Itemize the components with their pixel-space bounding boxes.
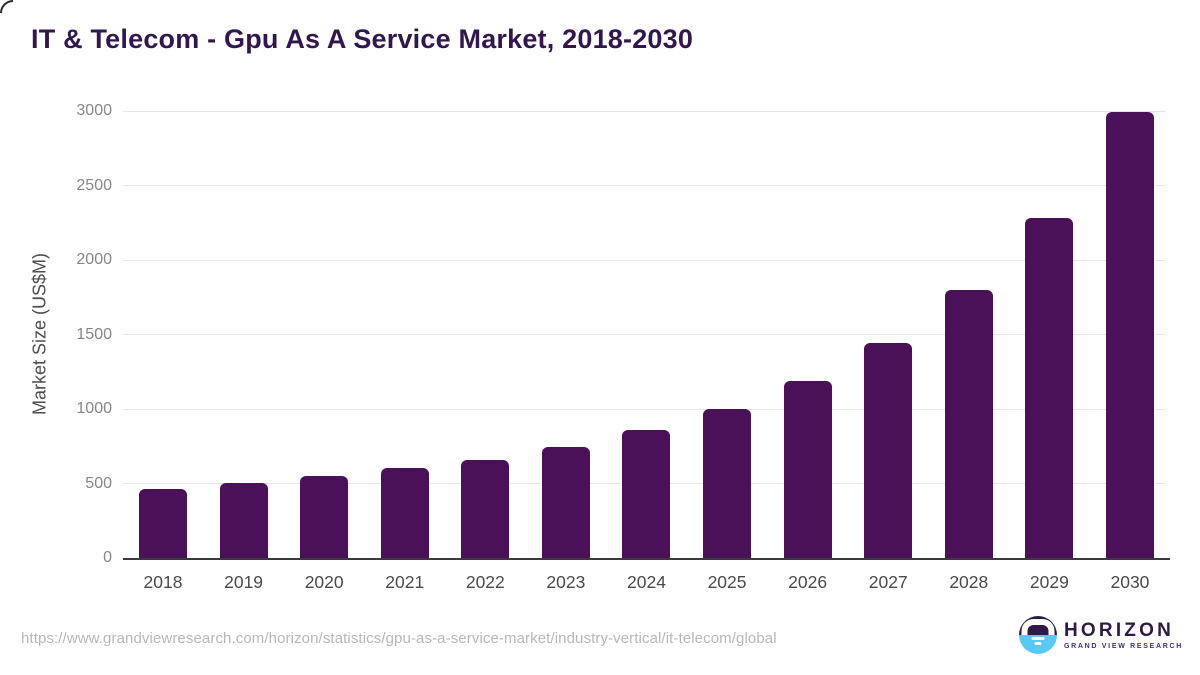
- y-tick-label-3000: 3000: [76, 102, 112, 119]
- bar-2027[interactable]: [864, 342, 913, 558]
- gridline-1500: [123, 334, 1166, 335]
- bar-2025[interactable]: [703, 408, 752, 558]
- y-tick-label-2500: 2500: [76, 176, 112, 194]
- bar-2019[interactable]: [219, 483, 268, 558]
- y-tick-label-1500: 1500: [76, 325, 112, 343]
- logo-wordmark: HORIZON: [1064, 619, 1175, 641]
- bar-2021[interactable]: [380, 468, 429, 558]
- x-tick-label-2023: 2023: [546, 572, 586, 592]
- x-tick-label-2025: 2025: [707, 572, 747, 592]
- bar-2024[interactable]: [622, 430, 671, 558]
- y-tick-label-0: 0: [103, 549, 112, 566]
- x-tick-label-2018: 2018: [143, 572, 183, 592]
- bar-2022[interactable]: [461, 460, 510, 558]
- gridline-2000: [123, 259, 1166, 261]
- plot-area: [123, 110, 1166, 558]
- bar-2023[interactable]: [541, 446, 590, 558]
- gridline-2500: [123, 185, 1166, 186]
- x-tick-label-2019: 2019: [224, 572, 264, 592]
- bar-2028[interactable]: [944, 290, 993, 558]
- x-tick-label-2024: 2024: [627, 572, 666, 592]
- horizon-logo: HORIZON GRAND VIEW RESEARCH: [1019, 616, 1183, 654]
- chart-title: IT & Telecom - Gpu As A Service Market, …: [31, 24, 694, 54]
- gridline-3000: [123, 110, 1166, 112]
- x-tick-label-2026: 2026: [788, 572, 828, 592]
- bar-2026[interactable]: [783, 380, 832, 558]
- logo-reflection-line-2: [1034, 642, 1042, 645]
- logo-reflection-line-1: [1031, 637, 1045, 640]
- x-tick-label-2020: 2020: [304, 572, 344, 592]
- logo-text: HORIZON GRAND VIEW RESEARCH: [1064, 621, 1183, 650]
- y-tick-label-500: 500: [85, 474, 112, 492]
- bar-2029[interactable]: [1025, 217, 1074, 558]
- x-axis-line: [123, 558, 1170, 560]
- x-tick-label-2021: 2021: [385, 572, 425, 592]
- horizon-sunrise-icon: [1019, 616, 1057, 654]
- x-tick-label-2029: 2029: [1029, 572, 1069, 592]
- logo-sun-arch: [1021, 618, 1055, 635]
- source-url: https://www.grandviewresearch.com/horizo…: [21, 630, 777, 647]
- logo-subtext: GRAND VIEW RESEARCH: [1064, 642, 1184, 650]
- x-tick-label-2022: 2022: [465, 572, 505, 592]
- page-corner-decoration: [0, 0, 13, 13]
- x-tick-label-2030: 2030: [1110, 572, 1150, 592]
- bar-2030[interactable]: [1105, 111, 1154, 558]
- gridline-1000: [123, 408, 1166, 410]
- bar-2018[interactable]: [139, 488, 187, 558]
- x-tick-label-2028: 2028: [949, 572, 989, 592]
- y-tick-label-1000: 1000: [76, 400, 112, 417]
- y-tick-label-2000: 2000: [76, 251, 112, 268]
- x-tick-label-2027: 2027: [868, 572, 908, 592]
- bar-2020[interactable]: [300, 476, 349, 558]
